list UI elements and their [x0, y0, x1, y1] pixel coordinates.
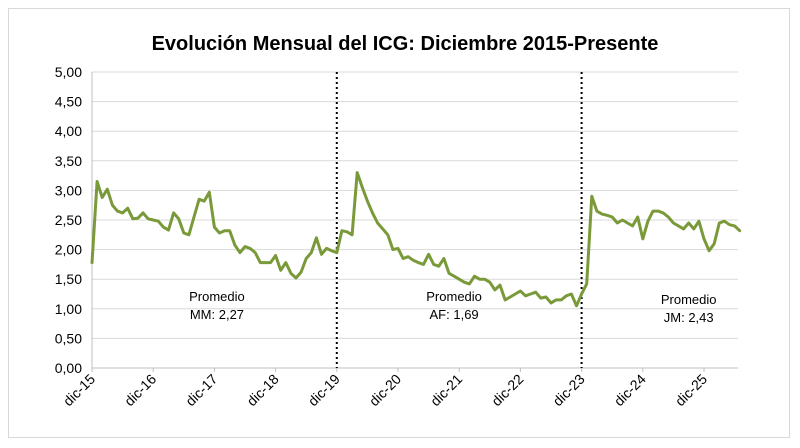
- y-tick-label: 3,50: [55, 153, 82, 169]
- series-line-icg: [90, 171, 742, 308]
- series-group: [90, 171, 742, 308]
- x-tick-label: dic-22: [488, 371, 526, 409]
- chart-title: Evolución Mensual del ICG: Diciembre 201…: [152, 33, 659, 55]
- annotation-title: Promedio: [661, 292, 717, 307]
- annotation-title: Promedio: [426, 289, 482, 304]
- y-tick-label: 4,50: [55, 94, 82, 110]
- y-tick-label: 3,00: [55, 182, 82, 198]
- x-tick-label: dic-20: [366, 371, 404, 409]
- period-dividers: [335, 72, 583, 368]
- annotation-title: Promedio: [189, 289, 245, 304]
- y-tick-label: 1,50: [55, 271, 82, 287]
- x-tick-label: dic-16: [121, 371, 159, 409]
- chart-frame: [8, 8, 790, 438]
- y-tick-label: 0,00: [55, 360, 82, 376]
- x-axis-ticks: dic-15 dic-16 dic-17 dic-18 dic-19 dic-20 dic-…: [60, 368, 710, 409]
- y-axis-ticks: 0,00 0,50 1,00 1,50 2,00 2,50 3,00 3,50 4,00 4,50…: [55, 64, 82, 376]
- y-tick-label: 1,00: [55, 301, 82, 317]
- annotation-value: AF: 1,69: [430, 307, 479, 322]
- x-tick-label: dic-19: [305, 371, 343, 409]
- annotation-value: MM: 2,27: [190, 307, 244, 322]
- gridlines: [91, 71, 738, 369]
- y-tick-label: 2,50: [55, 212, 82, 228]
- x-tick-label: dic-23: [549, 371, 587, 409]
- annotation-value: JM: 2,43: [664, 310, 714, 325]
- annotation-2: Promedio JM: 2,43: [661, 292, 717, 325]
- y-tick-label: 0,50: [55, 330, 82, 346]
- x-tick-label: dic-25: [672, 371, 710, 409]
- x-tick-label: dic-24: [611, 371, 649, 409]
- y-tick-label: 5,00: [55, 64, 82, 80]
- annotation-1: Promedio AF: 1,69: [426, 289, 482, 322]
- x-tick-label: dic-15: [60, 371, 98, 409]
- y-tick-label: 4,00: [55, 123, 82, 139]
- annotation-0: Promedio MM: 2,27: [189, 289, 245, 322]
- x-tick-label: dic-18: [243, 371, 281, 409]
- x-tick-label: dic-17: [182, 371, 220, 409]
- x-tick-label: dic-21: [427, 371, 465, 409]
- y-tick-label: 2,00: [55, 242, 82, 258]
